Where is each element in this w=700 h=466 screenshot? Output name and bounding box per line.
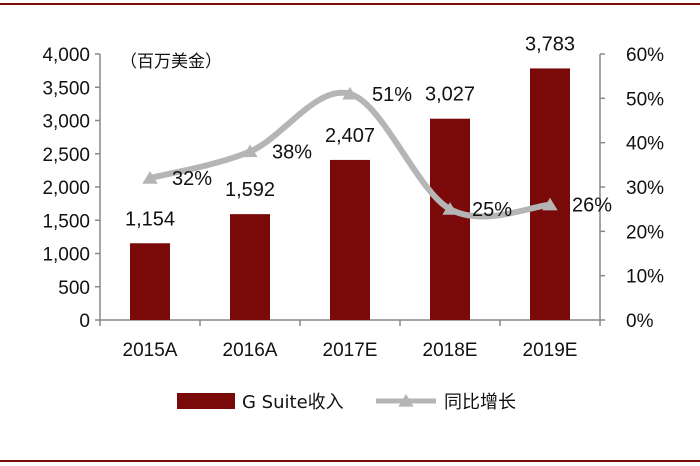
legend-bar-label: G Suite收入 — [242, 392, 344, 413]
growth-marker — [142, 171, 158, 184]
left-tick-label: 2,000 — [42, 178, 90, 199]
bar-value-label: 3,783 — [525, 33, 575, 55]
right-tick-label: 50% — [626, 89, 664, 110]
legend-line-marker — [398, 394, 414, 407]
growth-value-label: 32% — [172, 168, 212, 190]
line-series — [142, 86, 558, 220]
growth-value-label: 51% — [372, 84, 412, 106]
right-tick-label: 0% — [626, 311, 654, 332]
x-tick-label: 2016A — [223, 340, 278, 361]
right-tick-label: 60% — [626, 45, 664, 66]
legend-line-label: 同比增长 — [444, 392, 516, 413]
top-border — [0, 3, 700, 5]
bar — [330, 159, 370, 320]
left-axis: 0 500 1,000 1,500 2,000 2,500 3,000 3,500 4,000 — [42, 45, 101, 332]
bar-value-label: 3,027 — [425, 84, 475, 106]
left-tick-label: 500 — [58, 278, 90, 299]
growth-marker — [442, 202, 458, 215]
growth-marker — [242, 144, 258, 158]
data-labels: 1,154 1,592 2,407 3,027 3,783 32% 38% 51% 25% 26% — [125, 33, 612, 230]
bar — [530, 68, 570, 320]
right-tick-label: 10% — [626, 267, 664, 288]
growth-value-label: 38% — [272, 142, 312, 164]
legend-bar-swatch — [177, 393, 235, 409]
x-tick-label: 2018E — [423, 340, 478, 361]
x-tick-label: 2019E — [523, 340, 578, 361]
x-axis: 2015A 2016A 2017E 2018E 2019E — [99, 319, 601, 361]
unit-label: （百万美金） — [120, 52, 222, 72]
left-tick-label: 3,000 — [42, 112, 90, 133]
bar-value-label: 2,407 — [325, 125, 375, 147]
x-tick-label: 2017E — [323, 340, 378, 361]
left-tick-label: 0 — [79, 311, 90, 332]
left-tick-label: 3,500 — [42, 78, 90, 99]
left-tick-label: 4,000 — [42, 45, 90, 66]
left-tick-label: 1,000 — [42, 245, 90, 266]
growth-value-label: 25% — [472, 199, 512, 221]
right-tick-label: 20% — [626, 222, 664, 243]
bottom-border — [0, 460, 700, 462]
bar-series — [130, 68, 570, 320]
left-tick-label: 1,500 — [42, 211, 90, 232]
growth-marker — [542, 197, 558, 211]
growth-value-label: 26% — [572, 195, 612, 217]
left-tick-label: 2,500 — [42, 145, 90, 166]
bar-value-label: 1,592 — [225, 179, 275, 201]
bar — [230, 214, 270, 320]
right-axis: 0% 10% 20% 30% 40% 50% 60% — [599, 45, 664, 332]
growth-marker — [342, 86, 358, 100]
bar-value-label: 1,154 — [125, 208, 175, 230]
legend: G Suite收入 同比增长 — [177, 392, 516, 413]
bar — [430, 118, 470, 320]
x-tick-label: 2015A — [123, 340, 178, 361]
right-tick-label: 40% — [626, 134, 664, 155]
right-tick-label: 30% — [626, 178, 664, 199]
bar — [130, 243, 170, 320]
